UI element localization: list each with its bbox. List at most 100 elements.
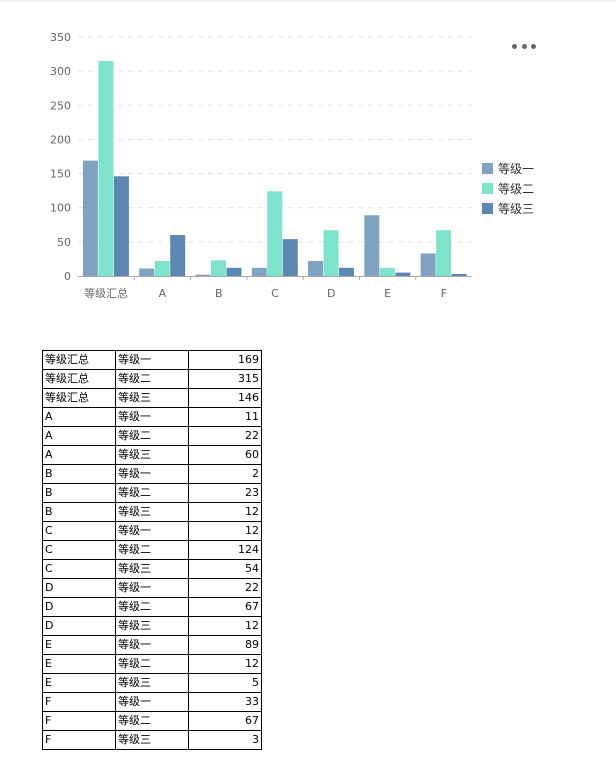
table-cell-level: 等级三 xyxy=(115,673,189,693)
table-cell-category: A xyxy=(42,426,116,446)
table-cell-level: 等级二 xyxy=(115,540,189,560)
table-cell-level: 等级三 xyxy=(115,559,189,579)
bar-1-2[interactable] xyxy=(195,274,211,276)
bar-2-3[interactable] xyxy=(267,191,283,276)
table-row: A 等级一 11 xyxy=(42,407,262,427)
bar-2-1[interactable] xyxy=(154,260,170,276)
table-cell-value: 11 xyxy=(188,407,262,427)
table-cell-value: 12 xyxy=(188,616,262,636)
table-cell-value: 89 xyxy=(188,635,262,655)
table-cell-value: 60 xyxy=(188,445,262,465)
x-tick-label: E xyxy=(384,287,391,300)
bar-1-3[interactable] xyxy=(251,267,267,276)
bar-1-1[interactable] xyxy=(139,268,155,276)
table-cell-level: 等级一 xyxy=(115,692,189,712)
bar-chart: 0 50 100 150 200 250 300 350 等级汇总 A B C D E F xyxy=(50,31,472,300)
table-cell-value: 22 xyxy=(188,426,262,446)
bar-3-4[interactable] xyxy=(339,267,355,276)
bar-2-5[interactable] xyxy=(379,267,395,276)
table-row: B 等级三 12 xyxy=(42,502,262,522)
more-horizontal-icon[interactable] xyxy=(512,38,536,54)
table-cell-level: 等级二 xyxy=(115,369,189,389)
table-cell-category: C xyxy=(42,521,116,541)
bar-3-1[interactable] xyxy=(170,235,186,276)
table-cell-level: 等级三 xyxy=(115,616,189,636)
table-cell-level: 等级二 xyxy=(115,711,189,731)
table-cell-level: 等级三 xyxy=(115,730,189,750)
legend-item-series-3[interactable]: 等级三 xyxy=(482,198,534,218)
table-cell-category: F xyxy=(42,730,116,750)
table-cell-level: 等级一 xyxy=(115,407,189,427)
bar-1-4[interactable] xyxy=(308,260,324,276)
bar-2-4[interactable] xyxy=(323,230,339,276)
table-cell-level: 等级一 xyxy=(115,521,189,541)
bar-1-5[interactable] xyxy=(364,215,380,276)
table-row: 等级汇总 等级三 146 xyxy=(42,388,262,408)
table-cell-value: 22 xyxy=(188,578,262,598)
more-dot-1 xyxy=(512,43,517,49)
more-dot-3 xyxy=(531,43,536,49)
legend-label-series-2: 等级二 xyxy=(498,181,535,196)
bar-2-6[interactable] xyxy=(436,230,452,276)
data-table: 等级汇总 等级一 169 等级汇总 等级二 315 等级汇总 等级三 146 A 等级一 11 A 等级二… xyxy=(42,350,262,750)
table-row: C 等级一 12 xyxy=(42,521,262,541)
bar-2-2[interactable] xyxy=(210,260,226,276)
table-cell-value: 33 xyxy=(188,692,262,712)
table-row: C 等级三 54 xyxy=(42,559,262,579)
y-tick-label: 150 xyxy=(50,168,71,181)
table-row: B 等级一 2 xyxy=(42,464,262,484)
table-cell-value: 2 xyxy=(188,464,262,484)
legend-item-series-2[interactable]: 等级二 xyxy=(482,178,534,198)
table-row: F 等级二 67 xyxy=(42,711,262,731)
top-border xyxy=(0,0,616,2)
table-row: B 等级二 23 xyxy=(42,483,262,503)
x-tick-label: D xyxy=(327,287,335,300)
table-cell-level: 等级二 xyxy=(115,426,189,446)
table-row: E 等级三 5 xyxy=(42,673,262,693)
chart-legend: 等级一 等级二 等级三 xyxy=(482,158,534,218)
legend-item-series-1[interactable]: 等级一 xyxy=(482,158,534,178)
table-row: F 等级三 3 xyxy=(42,730,262,750)
bar-3-6[interactable] xyxy=(451,273,467,276)
table-cell-level: 等级二 xyxy=(115,597,189,617)
table-cell-category: 等级汇总 xyxy=(42,369,116,389)
x-tick-label: C xyxy=(271,287,279,300)
table-row: 等级汇总 等级一 169 xyxy=(42,350,262,370)
table-cell-value: 12 xyxy=(188,502,262,522)
legend-label-series-3: 等级三 xyxy=(498,201,535,216)
x-tick-label: F xyxy=(441,287,447,300)
table-cell-category: E xyxy=(42,654,116,674)
table-cell-level: 等级一 xyxy=(115,464,189,484)
y-tick-label: 300 xyxy=(50,65,71,78)
table-row: 等级汇总 等级二 315 xyxy=(42,369,262,389)
table-cell-category: C xyxy=(42,540,116,560)
bar-1-6[interactable] xyxy=(420,253,436,276)
table-row: F 等级一 33 xyxy=(42,692,262,712)
table-row: D 等级三 12 xyxy=(42,616,262,636)
table-cell-category: E xyxy=(42,673,116,693)
legend-swatch-series-3 xyxy=(482,202,493,214)
table-cell-category: F xyxy=(42,711,116,731)
x-tick-label: 等级汇总 xyxy=(84,286,128,300)
table-cell-category: A xyxy=(42,445,116,465)
y-tick-label: 350 xyxy=(50,31,71,44)
bar-1-0[interactable] xyxy=(82,160,98,276)
bar-3-2[interactable] xyxy=(226,267,242,276)
table-cell-value: 5 xyxy=(188,673,262,693)
bar-3-3[interactable] xyxy=(282,239,298,276)
x-tick-label: A xyxy=(159,287,167,300)
table-cell-value: 169 xyxy=(188,350,262,370)
table-cell-category: B xyxy=(42,483,116,503)
x-tick-label: B xyxy=(215,287,223,300)
table-cell-level: 等级三 xyxy=(115,502,189,522)
table-cell-level: 等级二 xyxy=(115,483,189,503)
table-cell-category: A xyxy=(42,407,116,427)
bar-2-0[interactable] xyxy=(98,60,114,277)
table-row: E 等级一 89 xyxy=(42,635,262,655)
bar-3-5[interactable] xyxy=(395,272,411,276)
table-cell-category: D xyxy=(42,616,116,636)
table-cell-value: 12 xyxy=(188,654,262,674)
bar-3-0[interactable] xyxy=(113,176,129,276)
y-tick-label: 50 xyxy=(57,236,71,249)
table-cell-level: 等级二 xyxy=(115,654,189,674)
